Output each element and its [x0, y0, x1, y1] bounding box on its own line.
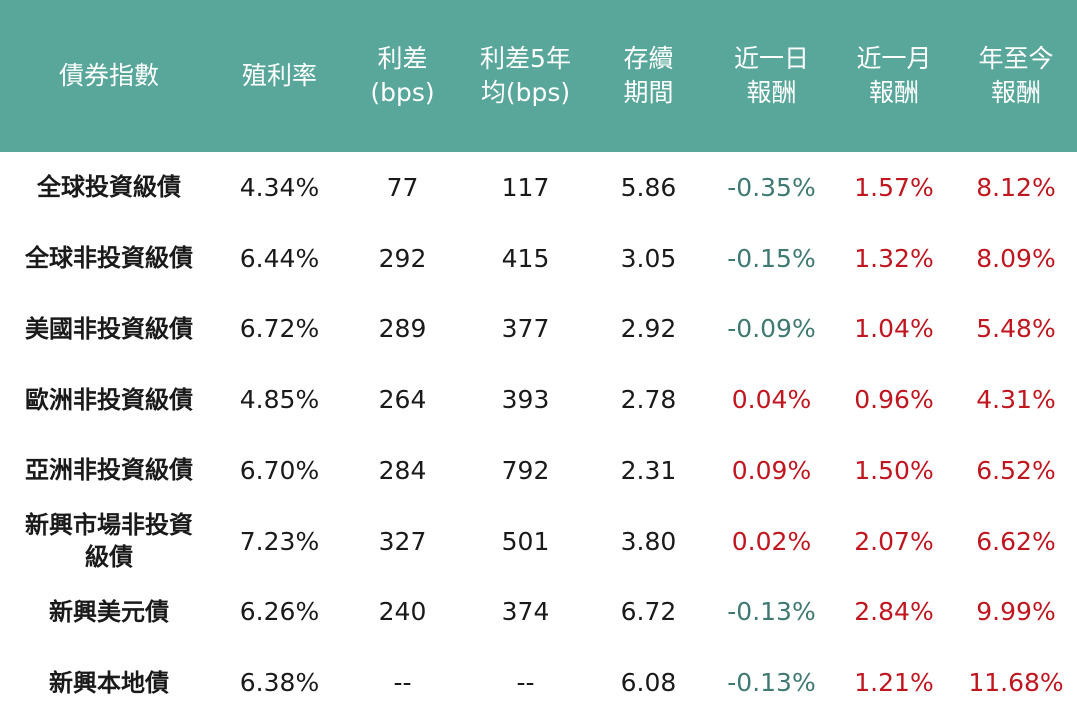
cell-1m-return: 1.21%	[854, 668, 934, 698]
cell-1d-return: -0.09%	[727, 314, 816, 344]
cell-duration: 6.08	[620, 668, 677, 698]
cell-bond-index: 歐洲非投資級債	[25, 385, 193, 414]
cell-yield: 6.38%	[239, 668, 320, 698]
header-bond-index: 債券指數	[58, 61, 159, 90]
cell-spread-5y-avg: 415	[501, 243, 550, 273]
header-1d-return: 近一日 報酬	[733, 44, 809, 107]
header-yield: 殖利率	[241, 61, 317, 90]
cell-1d-return: 0.02%	[731, 526, 812, 556]
cell-spread: --	[393, 668, 412, 698]
cell-yield: 6.72%	[239, 314, 320, 344]
cell-ytd-return: 4.31%	[976, 385, 1056, 415]
cell-1m-return: 1.50%	[854, 455, 934, 485]
cell-yield: 6.44%	[239, 243, 320, 273]
cell-spread-5y-avg: 374	[501, 597, 550, 627]
cell-1d-return: 0.04%	[731, 385, 812, 415]
cell-1m-return: 1.57%	[854, 172, 934, 202]
header-duration: 存續 期間	[623, 44, 674, 107]
cell-spread: 77	[386, 172, 419, 202]
cell-spread: 264	[378, 385, 427, 415]
table-row: 美國非投資級債 6.72% 289 377 2.92 -0.09% 1.04% 5.48%	[0, 294, 1077, 365]
cell-1d-return: -0.13%	[727, 597, 816, 627]
cell-ytd-return: 6.62%	[976, 526, 1056, 556]
cell-spread: 240	[378, 597, 427, 627]
cell-1d-return: -0.13%	[727, 668, 816, 698]
cell-bond-index: 亞洲非投資級債	[25, 456, 193, 485]
cell-bond-index: 美國非投資級債	[25, 314, 193, 343]
cell-yield: 7.23%	[239, 526, 320, 556]
cell-bond-index: 全球投資級債	[37, 173, 181, 202]
table-row: 歐洲非投資級債 4.85% 264 393 2.78 0.04% 0.96% 4.31%	[0, 364, 1077, 435]
cell-spread: 327	[378, 526, 427, 556]
cell-yield: 4.85%	[239, 385, 320, 415]
cell-spread-5y-avg: 377	[501, 314, 550, 344]
header-spread-5y-avg: 利差5年 均(bps)	[480, 44, 571, 107]
cell-spread-5y-avg: 501	[501, 526, 550, 556]
table-row: 新興本地債 6.38% -- -- 6.08 -0.13% 1.21% 11.68%	[0, 647, 1077, 718]
cell-duration: 3.05	[620, 243, 677, 273]
cell-yield: 6.26%	[239, 597, 320, 627]
cell-ytd-return: 9.99%	[976, 597, 1056, 627]
header-row: 債券指數 殖利率 利差 (bps) 利差5年 均(bps) 存續 期間 近一日 …	[0, 0, 1077, 152]
cell-bond-index: 新興市場非投資 級債	[25, 511, 193, 572]
cell-spread-5y-avg: 792	[501, 455, 550, 485]
cell-ytd-return: 11.68%	[968, 668, 1064, 698]
cell-spread-5y-avg: --	[516, 668, 535, 698]
cell-1d-return: 0.09%	[731, 455, 812, 485]
cell-duration: 5.86	[620, 172, 677, 202]
cell-ytd-return: 6.52%	[976, 455, 1056, 485]
cell-bond-index: 新興美元債	[49, 597, 169, 626]
cell-ytd-return: 8.12%	[976, 172, 1056, 202]
table-row: 新興市場非投資 級債 7.23% 327 501 3.80 0.02% 2.07% 6.62%	[0, 506, 1077, 577]
cell-bond-index: 全球非投資級債	[25, 244, 193, 273]
cell-duration: 3.80	[620, 526, 677, 556]
cell-1m-return: 1.04%	[854, 314, 934, 344]
cell-duration: 2.78	[620, 385, 677, 415]
cell-1m-return: 0.96%	[854, 385, 934, 415]
cell-yield: 4.34%	[239, 172, 320, 202]
cell-spread-5y-avg: 393	[501, 385, 550, 415]
cell-duration: 2.31	[620, 455, 677, 485]
header-1m-return: 近一月 報酬	[856, 44, 932, 107]
table-row: 亞洲非投資級債 6.70% 284 792 2.31 0.09% 1.50% 6.52%	[0, 435, 1077, 506]
cell-spread-5y-avg: 117	[501, 172, 550, 202]
cell-duration: 6.72	[620, 597, 677, 627]
cell-ytd-return: 5.48%	[976, 314, 1056, 344]
cell-1m-return: 2.84%	[854, 597, 934, 627]
cell-spread: 289	[378, 314, 427, 344]
table-row: 全球投資級債 4.34% 77 117 5.86 -0.35% 1.57% 8.12%	[0, 152, 1077, 223]
table-row: 全球非投資級債 6.44% 292 415 3.05 -0.15% 1.32% 8.09%	[0, 223, 1077, 294]
cell-spread: 284	[378, 455, 427, 485]
cell-yield: 6.70%	[239, 455, 320, 485]
header-ytd-return: 年至今 報酬	[978, 44, 1054, 107]
header-spread: 利差 (bps)	[370, 44, 435, 107]
cell-spread: 292	[378, 243, 427, 273]
cell-bond-index: 新興本地債	[49, 668, 169, 697]
cell-1m-return: 1.32%	[854, 243, 934, 273]
table-row: 新興美元債 6.26% 240 374 6.72 -0.13% 2.84% 9.99%	[0, 577, 1077, 648]
cell-ytd-return: 8.09%	[976, 243, 1056, 273]
cell-1m-return: 2.07%	[854, 526, 934, 556]
cell-duration: 2.92	[620, 314, 677, 344]
cell-1d-return: -0.15%	[727, 243, 816, 273]
cell-1d-return: -0.35%	[727, 172, 816, 202]
